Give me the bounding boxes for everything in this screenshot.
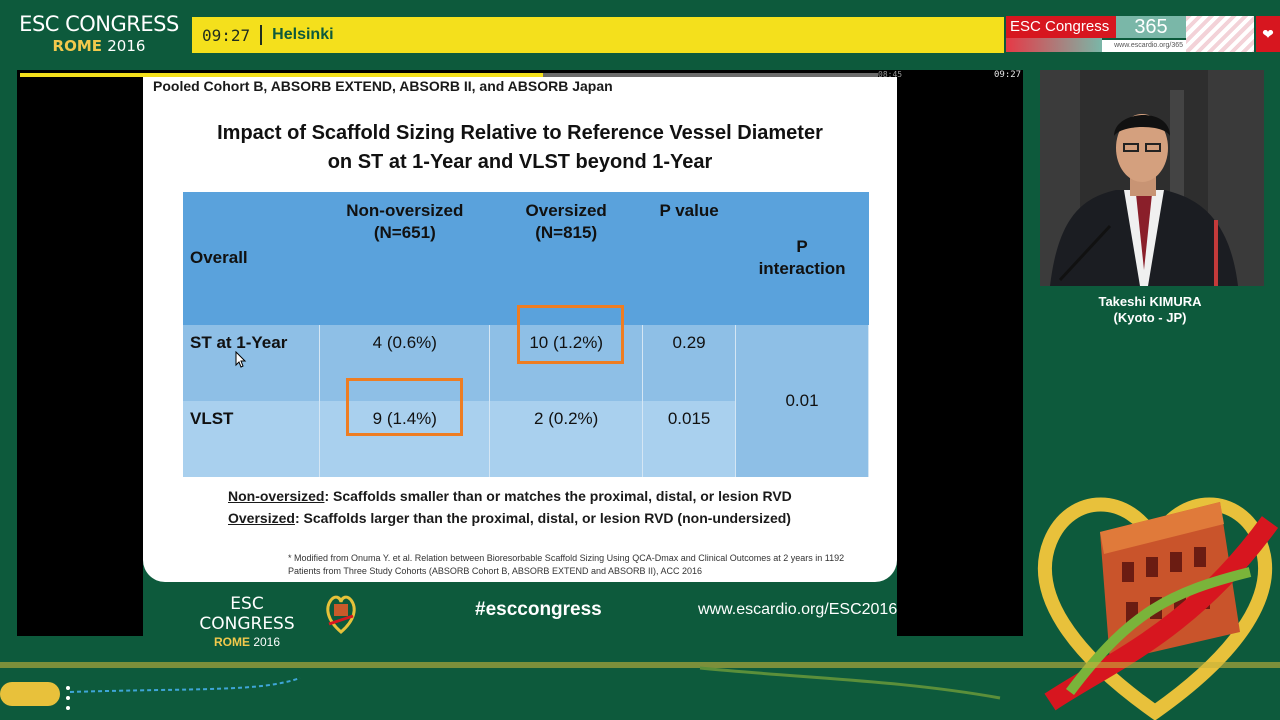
- congress365-number: 365: [1116, 16, 1186, 38]
- header-nonoversized: Non-oversized (N=651): [319, 192, 490, 325]
- definition-oversized: Oversized: Scaffolds larger than the pro…: [228, 510, 791, 526]
- slide-hashtag: #esccongress: [475, 599, 602, 620]
- slide-footnote: * Modified from Onuma Y. et al. Relation…: [288, 553, 845, 576]
- slide-title: Impact of Scaffold Sizing Relative to Re…: [153, 119, 887, 177]
- playback-duration: 09:27: [994, 70, 1022, 80]
- cell-pvalue: 0.015: [642, 401, 737, 477]
- speaker-affiliation: (Kyoto - JP): [1113, 310, 1187, 325]
- session-info-bar: 09:27 Helsinki: [192, 17, 1004, 53]
- esc-heart-icon: ❤: [1256, 16, 1280, 52]
- congress365-url: www.escardio.org/365: [1102, 40, 1186, 52]
- speaker-caption: Takeshi KIMURA (Kyoto - JP): [1040, 294, 1260, 326]
- header-overall: Overall: [183, 192, 320, 325]
- room-name: Helsinki: [272, 26, 334, 43]
- table-header-row: Overall Non-oversized (N=651) Oversized (N…: [183, 192, 869, 325]
- progress-fill: [20, 73, 544, 77]
- slide-cohort-text: Pooled Cohort B, ABSORB EXTEND, ABSORB I…: [153, 78, 613, 94]
- header-pvalue: P value: [642, 192, 736, 325]
- highlight-box-nonoversized-vlst: [346, 378, 463, 436]
- slide-content-panel: Pooled Cohort B, ABSORB EXTEND, ABSORB I…: [143, 77, 897, 582]
- brand-title: ESC CONGRESS: [19, 12, 179, 36]
- slide-title-line1: Impact of Scaffold Sizing Relative to Re…: [217, 122, 823, 144]
- esc-congress-365-logo[interactable]: ESC Congress 365 www.escardio.org/365 ❤: [1006, 16, 1280, 54]
- esc-congress-logo: ESC CONGRESS ROME 2016: [14, 12, 184, 56]
- mouse-cursor-icon: [235, 351, 247, 368]
- congress365-label: ESC Congress: [1006, 16, 1116, 38]
- playback-progress-bar[interactable]: [20, 73, 878, 77]
- clock-time: 09:27: [202, 25, 251, 45]
- header-oversized: Oversized (N=815): [489, 192, 643, 325]
- divider: [260, 25, 263, 45]
- decorative-stripes: [1186, 16, 1254, 52]
- colosseum-heart-icon: [326, 595, 356, 634]
- slide-website: www.escardio.org/ESC2016: [698, 601, 898, 618]
- speaker-image: [1040, 70, 1264, 286]
- definition-nonoversized: Non-oversized: Scaffolds smaller than or…: [228, 488, 792, 504]
- speaker-name: Takeshi KIMURA: [1098, 294, 1202, 309]
- presentation-slide: Pooled Cohort B, ABSORB EXTEND, ABSORB I…: [143, 77, 898, 649]
- slide-title-line2: on ST at 1-Year and VLST beyond 1-Year: [327, 151, 713, 173]
- brand-subtitle: ROME 2016: [52, 37, 146, 55]
- bottom-decoration: [0, 662, 1280, 710]
- playback-position: 08:45: [878, 70, 903, 79]
- highlight-box-oversized-st: [517, 305, 624, 364]
- cell-p-interaction: 0.01: [735, 325, 869, 477]
- speaker-video[interactable]: [1040, 70, 1264, 286]
- row-label: ST at 1-Year: [183, 325, 321, 401]
- definitions: Non-oversized: Scaffolds smaller than or…: [228, 485, 792, 529]
- cell-oversized: 2 (0.2%): [489, 401, 644, 477]
- decorative-bar: [1006, 38, 1102, 52]
- slide-footer-logo: ESC CONGRESS ROME 2016: [199, 594, 295, 649]
- cell-pvalue: 0.29: [642, 325, 737, 401]
- row-label: VLST: [183, 401, 321, 477]
